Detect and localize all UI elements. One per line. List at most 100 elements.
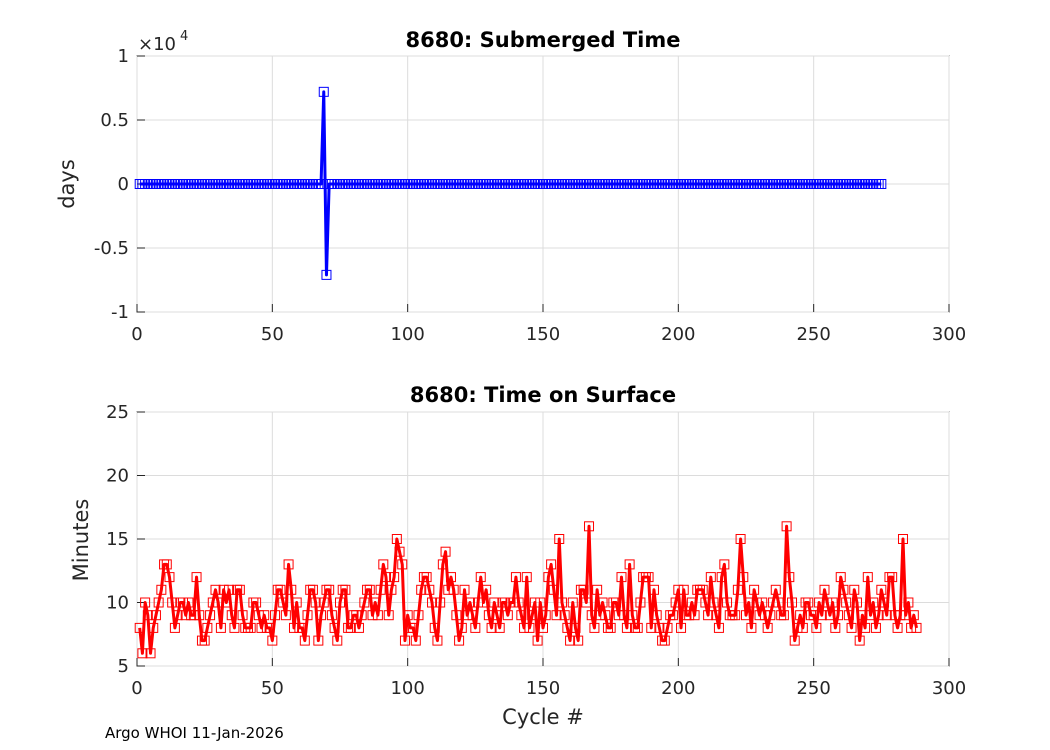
surface-time-point <box>632 622 643 633</box>
surface-time-ytick-label: 15 <box>106 529 129 550</box>
surface-time-point <box>716 572 727 583</box>
surface-time-point <box>738 572 749 583</box>
surface-time-point <box>732 584 743 595</box>
surface-time-xtick-label: 100 <box>390 678 424 699</box>
surface-time-point <box>456 622 467 633</box>
surface-time-axes: 0 50 100 150 200 250 300 5 10 15 20 25 8680: Time o… <box>69 383 966 729</box>
surface-time-point <box>178 597 189 608</box>
surface-time-point <box>169 622 180 633</box>
surface-time-point <box>164 572 175 583</box>
surface-time-point <box>391 534 402 544</box>
surface-time-point <box>437 559 448 570</box>
surface-time-point <box>751 597 762 608</box>
surface-time-ticks: 0 50 100 150 200 250 300 5 10 15 20 25 <box>106 402 966 699</box>
submerged-time-axes: 0 50 100 150 200 250 300 -1 -0.5 0 0.5 1 8680: Subm… <box>55 28 966 345</box>
surface-time-point <box>759 610 770 621</box>
surface-time-point <box>475 572 486 583</box>
submerged-time-series <box>134 86 887 280</box>
surface-time-point <box>789 635 800 646</box>
surface-time-point <box>678 584 689 595</box>
surface-time-point <box>215 622 226 633</box>
surface-time-point <box>221 597 232 608</box>
surface-time-point <box>667 610 678 621</box>
surface-time-point <box>326 610 337 621</box>
surface-time-point <box>351 610 362 621</box>
surface-time-point <box>578 584 589 595</box>
surface-time-point <box>359 597 370 608</box>
surface-time-point <box>278 597 289 608</box>
surface-time-point <box>286 584 297 595</box>
surface-time-point <box>592 584 603 595</box>
submerged-time-point <box>321 269 332 280</box>
submerged-time-point <box>316 179 327 189</box>
surface-time-point <box>218 584 229 595</box>
surface-time-point <box>399 635 410 646</box>
surface-time-point <box>451 610 462 621</box>
surface-time-point <box>619 610 630 621</box>
surface-time-point <box>879 597 890 608</box>
surface-time-point <box>700 597 711 608</box>
surface-time-point <box>713 622 724 633</box>
surface-time-point <box>749 584 760 595</box>
surface-time-point <box>792 622 803 633</box>
submerged-time-ytick-label: -0.5 <box>94 238 129 259</box>
surface-time-point <box>462 610 473 621</box>
surface-time-ytick-label: 5 <box>118 656 129 677</box>
surface-time-point <box>421 572 432 583</box>
surface-time-point <box>600 610 611 621</box>
surface-time-point <box>816 610 827 621</box>
surface-time-point <box>865 610 876 621</box>
surface-time-series <box>134 521 922 659</box>
surface-time-point <box>443 584 454 595</box>
surface-time-point <box>180 610 191 621</box>
surface-time-point <box>646 622 657 633</box>
surface-time-point <box>873 610 884 621</box>
surface-time-point <box>486 622 497 633</box>
surface-time-point <box>205 610 216 621</box>
surface-time-point <box>491 610 502 621</box>
surface-time-point <box>556 597 567 608</box>
surface-time-point <box>259 610 270 621</box>
surface-time-point <box>237 610 248 621</box>
surface-time-point <box>765 610 776 621</box>
surface-time-point <box>148 622 159 633</box>
surface-time-point <box>662 622 673 633</box>
surface-time-point <box>824 610 835 621</box>
surface-time-point <box>202 622 213 633</box>
surface-time-point <box>827 597 838 608</box>
surface-time-point <box>554 534 565 544</box>
surface-time-point <box>410 635 421 646</box>
submerged-time-ytick-label: 0.5 <box>100 110 129 131</box>
surface-time-ytick-label: 10 <box>106 593 129 614</box>
surface-time-point <box>814 597 825 608</box>
surface-time-point <box>288 622 299 633</box>
surface-time-point <box>364 584 375 595</box>
surface-time-point <box>784 572 795 583</box>
submerged-time-ytick-label: 1 <box>118 46 129 67</box>
surface-time-point <box>408 622 419 633</box>
surface-time-point <box>559 610 570 621</box>
surface-time-point <box>567 597 578 608</box>
submerged-time-xtick-label: 200 <box>661 324 695 345</box>
surface-time-point <box>673 584 684 595</box>
surface-time-point <box>481 584 492 595</box>
surface-time-point <box>787 597 798 608</box>
submerged-time-ytick-label: 0 <box>118 174 129 195</box>
surface-time-point <box>903 597 914 608</box>
surface-time-point <box>676 622 687 633</box>
surface-time-point <box>689 610 700 621</box>
surface-time-point <box>589 622 600 633</box>
surface-time-point <box>316 610 327 621</box>
surface-time-point <box>516 610 527 621</box>
surface-time-point <box>719 559 730 570</box>
surface-time-point <box>741 610 751 621</box>
surface-time-point <box>851 597 862 608</box>
surface-time-point <box>521 572 532 583</box>
surface-time-point <box>378 559 389 570</box>
surface-time-point <box>881 610 892 621</box>
surface-time-point <box>280 610 291 621</box>
surface-time-point <box>142 610 153 621</box>
surface-time-point <box>849 584 860 595</box>
surface-time-point <box>381 572 392 583</box>
